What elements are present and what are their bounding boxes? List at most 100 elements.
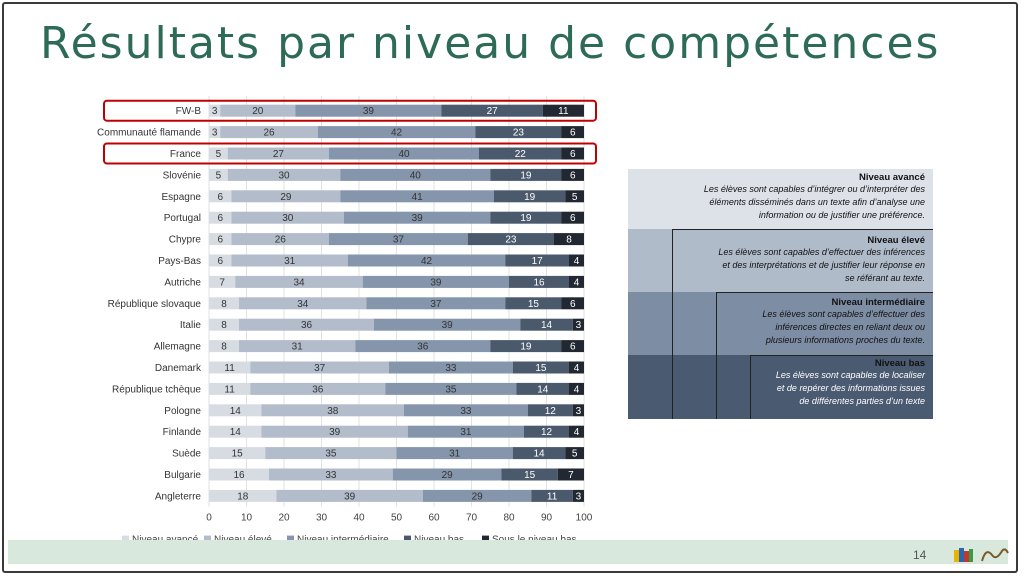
bar-segment (565, 447, 584, 460)
bar-segment (209, 489, 277, 502)
bar-segment (569, 254, 584, 267)
category-label: Chypre (169, 235, 202, 246)
x-tick-label: 40 (353, 513, 365, 524)
bar-value-label: 37 (430, 299, 442, 310)
legend-swatch (204, 535, 211, 543)
bar-value-label: 31 (460, 427, 472, 438)
bar-segment (509, 275, 569, 288)
bar-value-label: 19 (520, 342, 532, 353)
bar-value-label: 19 (520, 213, 532, 224)
category-label: République slovaque (108, 299, 202, 310)
bar-segment (209, 211, 232, 224)
x-tick-label: 80 (503, 513, 515, 524)
bar-value-label: 39 (363, 106, 375, 117)
bar-segment (250, 382, 386, 395)
bar-value-label: 26 (275, 235, 287, 246)
bar-value-label: 11 (558, 106, 569, 117)
bar-segment (524, 425, 569, 438)
bar-value-label: 29 (472, 491, 484, 502)
bar-value-label: 12 (541, 427, 553, 438)
bar-value-label: 14 (230, 406, 242, 417)
x-tick-label: 60 (428, 513, 440, 524)
category-label: Slovénie (163, 170, 202, 181)
level-desc-line: plusieurs informations proches du texte. (765, 335, 925, 345)
level-desc-line: Les élèves sont capables de localiser (775, 370, 925, 380)
bar-value-label: 6 (570, 299, 576, 310)
bar-segment (561, 126, 584, 139)
bar-value-label: 4 (574, 256, 580, 267)
bar-value-label: 31 (449, 449, 461, 460)
bar-value-label: 31 (292, 342, 304, 353)
category-label: Danemark (155, 363, 202, 374)
level-block-bas-inner2 (716, 355, 933, 419)
category-label: Espagne (162, 192, 202, 203)
level-desc-line: Les élèves sont capables d’intégrer ou d… (703, 184, 925, 194)
bar-segment (209, 361, 251, 374)
bar-value-label: 11 (547, 491, 558, 502)
bar-segment (392, 468, 502, 481)
bar-value-label: 38 (327, 406, 339, 417)
bar-value-label: 39 (442, 320, 454, 331)
bar-segment (276, 489, 423, 502)
bar-segment (209, 147, 228, 160)
x-tick-label: 0 (206, 513, 212, 524)
bar-value-label: 5 (572, 449, 578, 460)
bar-segment (209, 425, 262, 438)
bar-segment (362, 275, 509, 288)
bar-value-label: 3 (576, 406, 582, 417)
bar-segment (344, 211, 491, 224)
bar-value-label: 39 (412, 213, 424, 224)
bar-value-label: 19 (524, 192, 536, 203)
bar-segment (494, 190, 566, 203)
category-label: Allemagne (154, 342, 202, 353)
level-desc-line: Les élèves sont capables d’effectuer des… (718, 247, 925, 257)
bar-segment (505, 297, 562, 310)
bar-segment (520, 318, 573, 331)
level-desc-line: information ou de justifier une préféren… (758, 210, 925, 220)
bar-segment (239, 340, 356, 353)
level-legend-panel: Niveau avancé Les élèves sont capables d… (628, 169, 933, 419)
legend-swatch (122, 535, 129, 543)
x-tick-label: 30 (316, 513, 328, 524)
level-block-bas-inner3 (750, 355, 933, 419)
bar-value-label: 6 (570, 128, 576, 139)
bar-segment (501, 468, 558, 481)
bar-segment (227, 168, 341, 181)
bar-value-label: 6 (570, 213, 576, 224)
category-label: Finlande (163, 427, 202, 438)
footer-band (8, 540, 1008, 564)
x-tick-label: 50 (391, 513, 403, 524)
bar-value-label: 4 (574, 363, 580, 374)
bar-value-label: 17 (532, 256, 544, 267)
bar-value-label: 16 (233, 470, 245, 481)
bar-segment (329, 233, 468, 246)
bar-value-label: 16 (533, 277, 545, 288)
bar-value-label: 42 (421, 256, 433, 267)
bar-segment (479, 147, 562, 160)
bar-segment (209, 382, 251, 395)
bar-value-label: 12 (545, 406, 557, 417)
bar-value-label: 6 (217, 235, 223, 246)
bar-segment (295, 104, 442, 117)
x-tick-label: 10 (241, 513, 253, 524)
bar-value-label: 30 (282, 213, 294, 224)
bar-segment (569, 361, 584, 374)
bar-value-label: 6 (570, 342, 576, 353)
bar-segment (561, 168, 584, 181)
bar-segment (490, 211, 562, 224)
bar-segment (542, 104, 584, 117)
bar-segment (505, 254, 569, 267)
bar-value-label: 30 (278, 170, 290, 181)
level-block-bas-inner (672, 355, 933, 419)
category-label: Communauté flamande (97, 128, 201, 139)
bar-value-label: 11 (224, 384, 235, 395)
bar-value-label: 34 (293, 277, 305, 288)
bar-value-label: 14 (537, 384, 549, 395)
bar-value-label: 3 (576, 491, 582, 502)
bar-value-label: 31 (284, 256, 296, 267)
bar-value-label: 37 (314, 363, 326, 374)
level-desc-line: inférences directes en reliant deux ou (775, 322, 925, 332)
category-label: Pologne (164, 406, 201, 417)
bar-value-label: 3 (576, 320, 582, 331)
bar-segment (475, 126, 562, 139)
